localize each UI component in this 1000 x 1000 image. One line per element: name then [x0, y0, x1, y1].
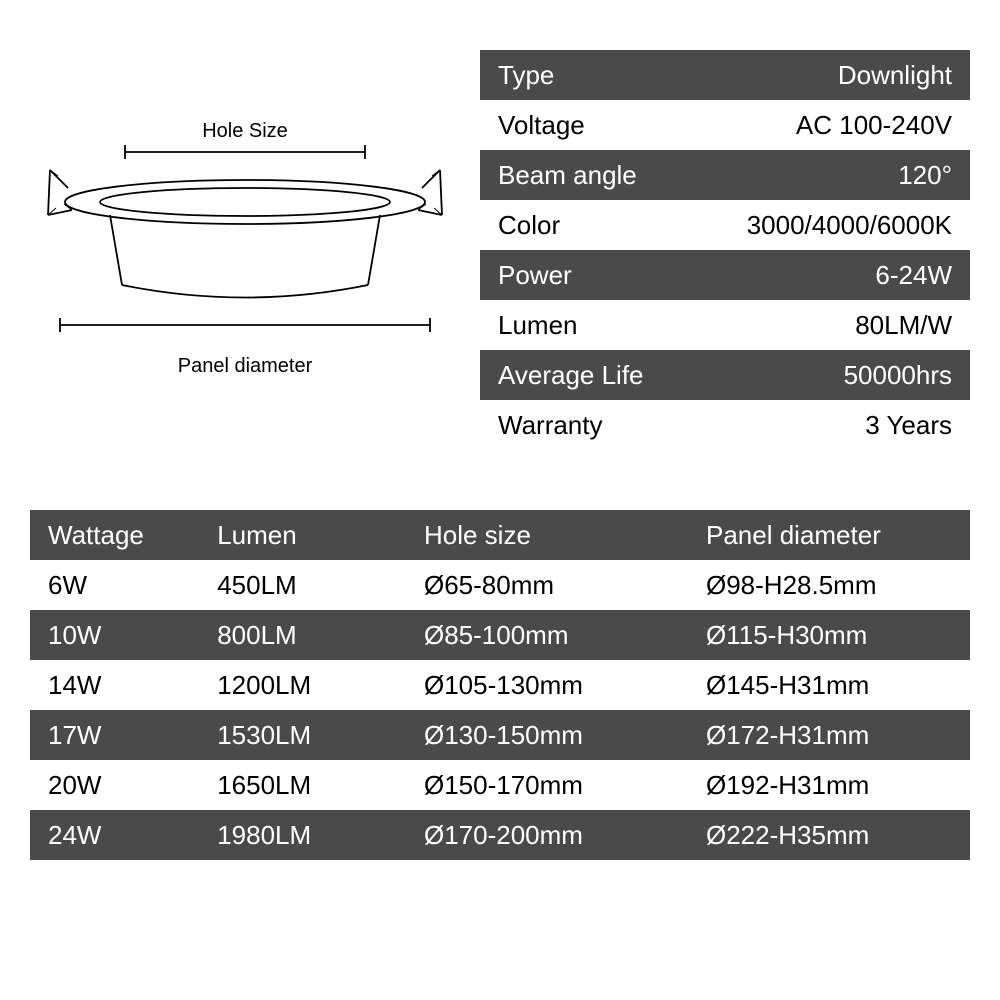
- table-cell: 1530LM: [199, 710, 406, 760]
- spec-value: 120°: [898, 160, 952, 191]
- size-table-header: Hole size: [406, 510, 688, 560]
- spec-row: Lumen 80LM/W: [480, 300, 970, 350]
- spec-label: Warranty: [498, 410, 603, 441]
- spec-label: Voltage: [498, 110, 585, 141]
- table-cell: 1650LM: [199, 760, 406, 810]
- size-table-header: Lumen: [199, 510, 406, 560]
- table-cell: Ø150-170mm: [406, 760, 688, 810]
- table-cell: Ø192-H31mm: [688, 760, 970, 810]
- spec-row: Color 3000/4000/6000K: [480, 200, 970, 250]
- table-cell: 17W: [30, 710, 199, 760]
- table-cell: Ø170-200mm: [406, 810, 688, 860]
- table-cell: Ø145-H31mm: [688, 660, 970, 710]
- table-row: 20W1650LMØ150-170mmØ192-H31mm: [30, 760, 970, 810]
- table-cell: 1980LM: [199, 810, 406, 860]
- spec-row: Power 6-24W: [480, 250, 970, 300]
- top-section: Hole Size: [0, 0, 1000, 450]
- table-cell: Ø172-H31mm: [688, 710, 970, 760]
- panel-diameter-label: Panel diameter: [30, 355, 460, 378]
- spec-row: Voltage AC 100-240V: [480, 100, 970, 150]
- downlight-line-drawing-icon: [30, 110, 460, 340]
- spec-value: AC 100-240V: [796, 110, 952, 141]
- spec-value: Downlight: [838, 60, 952, 91]
- table-cell: Ø115-H30mm: [688, 610, 970, 660]
- table-cell: Ø98-H28.5mm: [688, 560, 970, 610]
- table-cell: 20W: [30, 760, 199, 810]
- table-cell: Ø130-150mm: [406, 710, 688, 760]
- table-cell: Ø105-130mm: [406, 660, 688, 710]
- table-cell: 6W: [30, 560, 199, 610]
- table-cell: 1200LM: [199, 660, 406, 710]
- spec-value: 50000hrs: [844, 360, 952, 391]
- table-row: 14W1200LMØ105-130mmØ145-H31mm: [30, 660, 970, 710]
- spec-value: 3000/4000/6000K: [747, 210, 952, 241]
- spec-value: 3 Years: [865, 410, 952, 441]
- spec-row: Average Life 50000hrs: [480, 350, 970, 400]
- table-cell: 24W: [30, 810, 199, 860]
- spec-label: Beam angle: [498, 160, 637, 191]
- table-row: 24W1980LMØ170-200mmØ222-H35mm: [30, 810, 970, 860]
- spec-value: 6-24W: [875, 260, 952, 291]
- table-cell: 800LM: [199, 610, 406, 660]
- spec-value: 80LM/W: [855, 310, 952, 341]
- spec-label: Color: [498, 210, 560, 241]
- table-row: 6W450LMØ65-80mmØ98-H28.5mm: [30, 560, 970, 610]
- product-diagram: Hole Size: [30, 50, 460, 430]
- table-cell: Ø65-80mm: [406, 560, 688, 610]
- spec-label: Lumen: [498, 310, 578, 341]
- table-cell: Ø222-H35mm: [688, 810, 970, 860]
- table-cell: 450LM: [199, 560, 406, 610]
- table-row: 10W800LMØ85-100mmØ115-H30mm: [30, 610, 970, 660]
- size-table: Wattage Lumen Hole size Panel diameter 6…: [30, 510, 970, 860]
- spec-row: Type Downlight: [480, 50, 970, 100]
- size-table-header: Wattage: [30, 510, 199, 560]
- spec-label: Power: [498, 260, 572, 291]
- size-table-header: Panel diameter: [688, 510, 970, 560]
- bottom-section: Wattage Lumen Hole size Panel diameter 6…: [0, 450, 1000, 860]
- spec-row: Beam angle 120°: [480, 150, 970, 200]
- spec-row: Warranty 3 Years: [480, 400, 970, 450]
- table-cell: 10W: [30, 610, 199, 660]
- table-cell: 14W: [30, 660, 199, 710]
- spec-label: Average Life: [498, 360, 644, 391]
- table-cell: Ø85-100mm: [406, 610, 688, 660]
- spec-label: Type: [498, 60, 554, 91]
- size-table-header-row: Wattage Lumen Hole size Panel diameter: [30, 510, 970, 560]
- table-row: 17W1530LMØ130-150mmØ172-H31mm: [30, 710, 970, 760]
- specs-table: Type Downlight Voltage AC 100-240V Beam angl…: [480, 50, 970, 450]
